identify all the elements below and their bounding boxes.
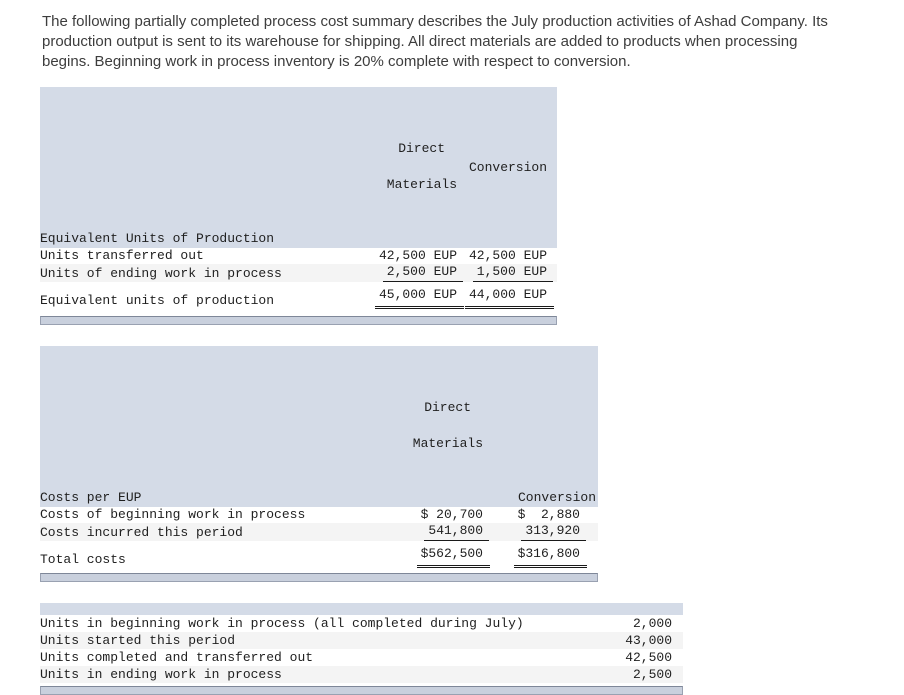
costs-per-eup-section: Costs per EUP Direct Materials Conversio… bbox=[40, 346, 598, 582]
table-end-bar bbox=[40, 316, 557, 325]
costs-per-eup-header-row: Costs per EUP Direct Materials Conversio… bbox=[40, 346, 598, 507]
conversion-column-header: Conversion bbox=[457, 87, 557, 248]
direct-materials-column-header: Direct Materials bbox=[388, 346, 483, 507]
row-label: Units transferred out bbox=[40, 248, 204, 263]
table-row: Units completed and transferred out 42,5… bbox=[40, 649, 683, 666]
direct-materials-column-header: Direct Materials bbox=[361, 87, 457, 248]
equivalent-units-title: Equivalent Units of Production bbox=[40, 87, 361, 248]
row-label: Costs incurred this period bbox=[40, 523, 388, 541]
row-label: Costs of beginning work in process bbox=[40, 507, 306, 522]
conversion-total: $316,800 bbox=[483, 541, 598, 568]
table-end-bar bbox=[40, 573, 598, 582]
table-row: Units in ending work in process 2,500 bbox=[40, 666, 683, 683]
table-row: Units of ending work in process 2,500 EU… bbox=[40, 264, 557, 282]
units-summary-section: Units in beginning work in process (all … bbox=[40, 603, 683, 695]
direct-materials-value: $ 20,700 bbox=[420, 507, 483, 522]
conversion-value: 1,500 EUP bbox=[457, 264, 557, 282]
units-value: 2,000 bbox=[632, 616, 672, 631]
table-row: Costs incurred this period 541,800 313,9… bbox=[40, 523, 598, 541]
row-label: Equivalent units of production bbox=[40, 293, 275, 308]
costs-per-eup-table: Costs per EUP Direct Materials Conversio… bbox=[40, 346, 598, 568]
direct-materials-total: $562,500 bbox=[388, 541, 490, 568]
problem-statement: The following partially completed proces… bbox=[42, 12, 904, 72]
row-label: Units of ending work in process bbox=[40, 264, 361, 282]
conversion-value: 313,920 bbox=[483, 523, 598, 541]
row-label: Total costs bbox=[40, 552, 126, 567]
units-value: 43,000 bbox=[553, 632, 683, 649]
problem-statement-line: begins. Beginning work in process invent… bbox=[42, 53, 631, 70]
direct-materials-total: 45,000 EUP bbox=[361, 282, 464, 309]
table-total-row: Total costs $562,500 $316,800 bbox=[40, 541, 598, 568]
direct-materials-value: 42,500 EUP bbox=[378, 248, 457, 263]
table-row: Units transferred out 42,500 EUP 42,500 … bbox=[40, 248, 557, 264]
table-row: Units started this period 43,000 bbox=[40, 632, 683, 649]
direct-materials-value: 2,500 EUP bbox=[361, 264, 463, 282]
conversion-total: 44,000 EUP bbox=[457, 282, 557, 309]
direct-materials-header-line2: Materials bbox=[386, 177, 457, 192]
row-label: Units in beginning work in process (all … bbox=[40, 616, 524, 631]
equivalent-units-table: Equivalent Units of Production Direct Ma… bbox=[40, 87, 557, 309]
table-header-bar bbox=[40, 603, 683, 615]
conversion-column-header: Conversion bbox=[483, 346, 598, 507]
units-value: 2,500 bbox=[553, 666, 683, 683]
direct-materials-header-line1: Direct bbox=[398, 141, 445, 156]
equivalent-units-section: Equivalent Units of Production Direct Ma… bbox=[40, 87, 557, 325]
table-total-row: Equivalent units of production 45,000 EU… bbox=[40, 282, 557, 309]
conversion-value: $ 2,880 bbox=[517, 507, 580, 522]
direct-materials-header-line2: Materials bbox=[412, 436, 483, 451]
table-end-bar bbox=[40, 686, 683, 695]
units-summary-table: Units in beginning work in process (all … bbox=[40, 615, 683, 683]
direct-materials-value: 541,800 bbox=[388, 523, 489, 541]
conversion-value: 42,500 EUP bbox=[468, 248, 547, 263]
equivalent-units-header-row: Equivalent Units of Production Direct Ma… bbox=[40, 87, 557, 248]
table-row: Costs of beginning work in process $ 20,… bbox=[40, 507, 598, 523]
costs-per-eup-title: Costs per EUP bbox=[40, 346, 388, 507]
problem-statement-line: The following partially completed proces… bbox=[42, 13, 828, 30]
direct-materials-header-line1: Direct bbox=[424, 400, 471, 415]
row-label: Units in ending work in process bbox=[40, 666, 553, 683]
row-label: Units started this period bbox=[40, 632, 553, 649]
problem-statement-line: production output is sent to its warehou… bbox=[42, 33, 798, 50]
row-label: Units completed and transferred out bbox=[40, 650, 314, 665]
table-row: Units in beginning work in process (all … bbox=[40, 615, 683, 632]
units-value: 42,500 bbox=[625, 650, 672, 665]
